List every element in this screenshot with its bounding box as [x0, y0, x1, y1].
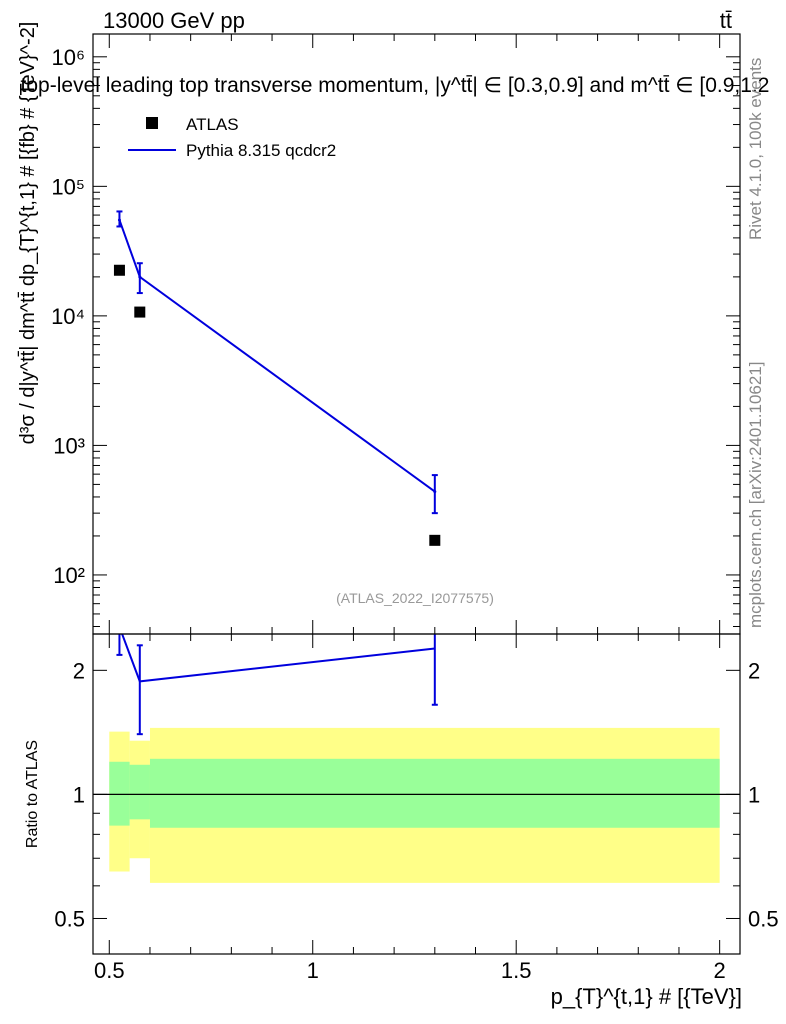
x-tick-label: 1: [307, 958, 319, 983]
main-y-axis-label: d³σ / d|y^tt̄| dm^tt̄ dp_{T}^{t,1} # [{f…: [17, 22, 39, 445]
pythia-point: [433, 490, 437, 494]
x-tick-label: 2: [714, 958, 726, 983]
ratio-y-tick-label: 0.5: [54, 906, 85, 931]
main-panel: 10² 10³ 10⁴ 10⁵ 10⁶ top-level leading top tr…: [17, 22, 770, 648]
mcplots-note: mcplots.cern.ch [arXiv:2401.10621]: [746, 362, 765, 628]
x-axis-label: p_{T}^{t,1} # [{TeV}]: [551, 984, 742, 1009]
atlas-data-point: [113, 264, 125, 276]
pythia-line: [118, 219, 436, 493]
rivet-version-note: Rivet 4.1.0, 100k events: [746, 58, 765, 240]
ratio-y-tick-label: 1: [73, 782, 85, 807]
legend-atlas-marker: [146, 117, 158, 129]
ratio-y-tick-label-right: 1: [748, 782, 760, 807]
process-label: tt̄: [720, 8, 732, 33]
main-y-tick-label: 10⁴: [51, 304, 85, 329]
x-tick-label: 1.5: [501, 958, 532, 983]
green-uncertainty-band: [109, 761, 130, 826]
legend-atlas-label: ATLAS: [186, 115, 239, 134]
legend-pythia-label: Pythia 8.315 qcdcr2: [186, 141, 336, 160]
green-uncertainty-band: [149, 758, 720, 828]
ratio-y-axis-label: Ratio to ATLAS: [24, 740, 41, 848]
main-y-tick-label: 10⁶: [51, 45, 85, 70]
ratio-y-tick-label: 2: [73, 658, 85, 683]
chart-title: top-level leading top transverse momentu…: [21, 74, 770, 97]
atlas-data-point: [429, 534, 441, 546]
main-y-tick-label: 10²: [53, 563, 85, 588]
ratio-line: [121, 634, 435, 683]
analysis-watermark: (ATLAS_2022_I2077575): [336, 590, 494, 606]
pythia-point: [117, 218, 121, 222]
main-y-tick-label: 10⁵: [51, 174, 85, 199]
atlas-data-point: [134, 306, 146, 318]
ratio-y-tick-label-right: 2: [748, 658, 760, 683]
x-tick-label: 0.5: [94, 958, 125, 983]
main-y-tick-label: 10³: [53, 433, 85, 458]
ratio-y-tick-label-right: 0.5: [748, 906, 779, 931]
energy-label: 13000 GeV pp: [103, 8, 245, 33]
legend: ATLAS Pythia 8.315 qcdcr2: [128, 115, 336, 160]
ratio-panel: 0.5 1 1.5 2 0.5 0.5 1 1 2 2 Ratio to ATLAS p_{T}^…: [24, 633, 779, 1009]
green-uncertainty-band: [129, 764, 150, 820]
pythia-point: [138, 275, 142, 279]
